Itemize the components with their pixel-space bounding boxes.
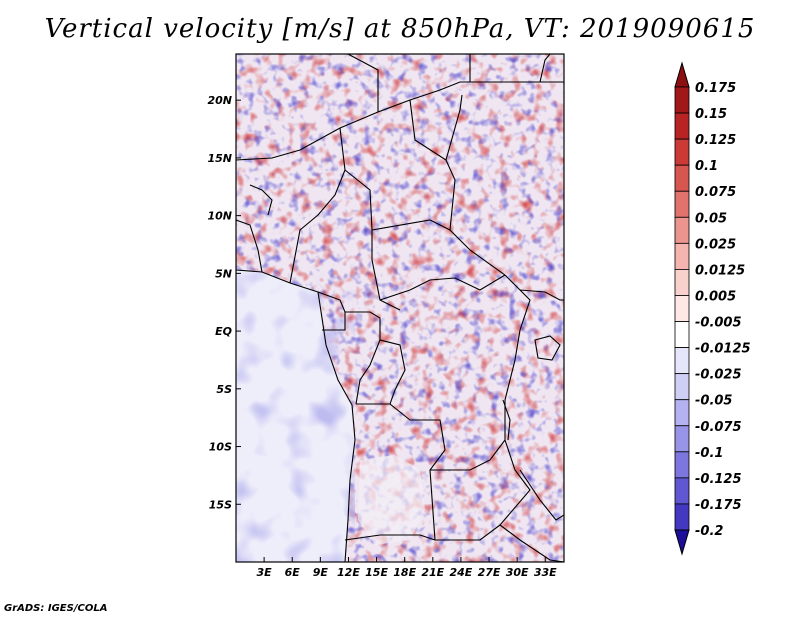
lat-tick-label: 10N: [207, 210, 232, 223]
colorbar-label: -0.175: [695, 498, 742, 513]
lon-tick-label: 12E: [337, 566, 360, 579]
lon-tick-label: 9E: [313, 566, 329, 579]
colorbar-swatch: [674, 373, 690, 401]
colorbar-swatch: [674, 242, 690, 270]
colorbar-swatch: [674, 190, 690, 218]
colorbar-label: -0.1: [695, 446, 723, 461]
colorbar-swatch: [674, 347, 690, 375]
lon-tick-label: 30E: [506, 566, 529, 579]
colorbar: 0.175 0.15 0.125 0.1 0.075 0.05 0.025 0.0125 0.0…: [674, 61, 751, 556]
colorbar-swatch: [674, 451, 690, 479]
colorbar-swatch: [674, 86, 690, 114]
colorbar-label: 0.1: [695, 159, 718, 174]
colorbar-label: 0.075: [695, 185, 736, 200]
colorbar-label: -0.075: [695, 420, 742, 435]
colorbar-label: 0.0125: [695, 263, 745, 278]
lat-tick-label: EQ: [215, 325, 232, 338]
colorbar-swatch: [674, 399, 690, 427]
lon-tick-label: 24E: [450, 566, 473, 579]
lon-tick-label: 15E: [365, 566, 388, 579]
colorbar-swatch: [674, 138, 690, 166]
plot-frame: [235, 53, 565, 563]
colorbar-swatch: [674, 216, 690, 244]
colorbar-label: 0.175: [695, 81, 736, 96]
plot-title: Vertical velocity [m/s] at 850hPa, VT: 2…: [44, 14, 756, 44]
grads-credit: GrADS: IGES/COLA: [4, 603, 108, 614]
lat-tick-label: 20N: [207, 94, 232, 107]
colorbar-label: -0.025: [695, 368, 742, 383]
colorbar-label: 0.15: [695, 107, 727, 122]
lon-tick-label: 21E: [421, 566, 444, 579]
colorbar-label: -0.2: [695, 524, 723, 539]
colorbar-swatch: [674, 425, 690, 453]
colorbar-label: 0.025: [695, 237, 736, 252]
colorbar-label: 0.005: [695, 289, 736, 304]
colorbar-swatch: [674, 112, 690, 140]
country-borders: [236, 54, 564, 562]
colorbar-swatch: [674, 503, 690, 531]
lon-tick-label: 27E: [478, 566, 501, 579]
latitude-axis: 20N 15N 10N 5N EQ 5S 10S 15S: [207, 94, 241, 511]
lon-tick-label: 6E: [285, 566, 301, 579]
colorbar-bottom-arrow: [674, 529, 690, 556]
lon-tick-label: 18E: [393, 566, 416, 579]
colorbar-label: 0.05: [695, 211, 727, 226]
colorbar-label: -0.005: [695, 316, 742, 331]
colorbar-swatch: [674, 269, 690, 296]
colorbar-label: -0.125: [695, 472, 742, 487]
colorbar-label: -0.05: [695, 394, 732, 409]
lat-tick-label: 15S: [209, 498, 232, 511]
colorbar-swatch: [674, 321, 690, 348]
lon-tick-label: 3E: [257, 566, 273, 579]
lat-tick-label: 5S: [216, 383, 232, 396]
colorbar-top-arrow: [674, 61, 690, 88]
lat-tick-label: 15N: [207, 152, 232, 165]
lon-tick-label: 33E: [534, 566, 557, 579]
lat-tick-label: 10S: [209, 441, 232, 454]
colorbar-swatch: [674, 164, 690, 192]
velocity-field: [236, 54, 564, 562]
longitude-axis: 3E 6E 9E 12E 15E 18E 21E 24E 27E 30E 33E: [257, 557, 557, 579]
colorbar-label: -0.0125: [695, 342, 751, 357]
colorbar-swatch: [674, 295, 690, 322]
lat-tick-label: 5N: [215, 267, 232, 280]
colorbar-label: 0.125: [695, 133, 736, 148]
colorbar-swatch: [674, 477, 690, 505]
